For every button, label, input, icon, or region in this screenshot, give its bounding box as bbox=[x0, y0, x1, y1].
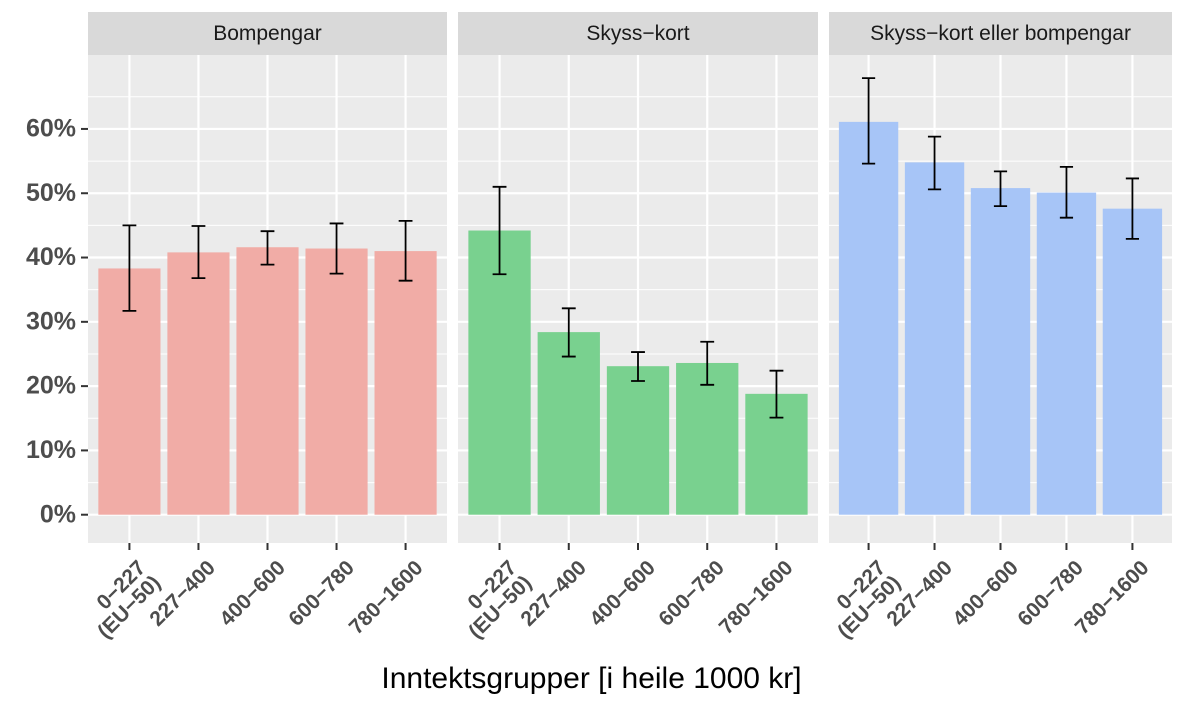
strip-background bbox=[458, 12, 818, 55]
error-bar bbox=[191, 225, 206, 280]
error-bar bbox=[561, 307, 576, 358]
error-bar bbox=[329, 222, 344, 275]
bar bbox=[374, 251, 437, 515]
error-bar bbox=[122, 224, 137, 312]
error-bar bbox=[1125, 177, 1140, 240]
error-bar bbox=[700, 340, 715, 386]
bar bbox=[537, 332, 600, 515]
bar bbox=[1036, 192, 1097, 515]
strip-background bbox=[88, 12, 447, 55]
error-bar bbox=[398, 219, 413, 282]
bar bbox=[970, 188, 1031, 515]
bar bbox=[468, 230, 531, 515]
y-tick-label: 60% bbox=[26, 115, 76, 143]
error-bar bbox=[927, 135, 942, 191]
error-bar bbox=[492, 185, 507, 276]
bar bbox=[1102, 208, 1163, 515]
bar bbox=[236, 247, 299, 515]
strip-title: Bompengar bbox=[213, 22, 322, 45]
bar bbox=[305, 248, 368, 515]
bar bbox=[904, 162, 965, 515]
y-tick-label: 50% bbox=[26, 179, 76, 207]
error-bar bbox=[861, 77, 876, 165]
error-bar bbox=[993, 170, 1008, 207]
strip-title: Skyss−kort eller bompengar bbox=[870, 22, 1131, 45]
bar bbox=[838, 121, 899, 515]
y-tick-label: 40% bbox=[26, 243, 76, 271]
y-tick-label: 10% bbox=[26, 436, 76, 464]
y-tick-label: 0% bbox=[40, 500, 76, 528]
bar bbox=[676, 362, 739, 515]
strip-title: Skyss−kort bbox=[586, 22, 689, 45]
error-bar bbox=[260, 230, 275, 266]
x-axis-title: Inntektsgrupper [i heile 1000 kr] bbox=[381, 662, 802, 695]
bar bbox=[167, 252, 230, 515]
error-bar bbox=[769, 369, 784, 419]
bar bbox=[606, 366, 670, 515]
strip-background bbox=[829, 12, 1172, 55]
error-bar bbox=[1059, 165, 1074, 219]
y-tick-label: 20% bbox=[26, 372, 76, 400]
y-tick-label: 30% bbox=[26, 307, 76, 335]
error-bar bbox=[631, 351, 645, 382]
